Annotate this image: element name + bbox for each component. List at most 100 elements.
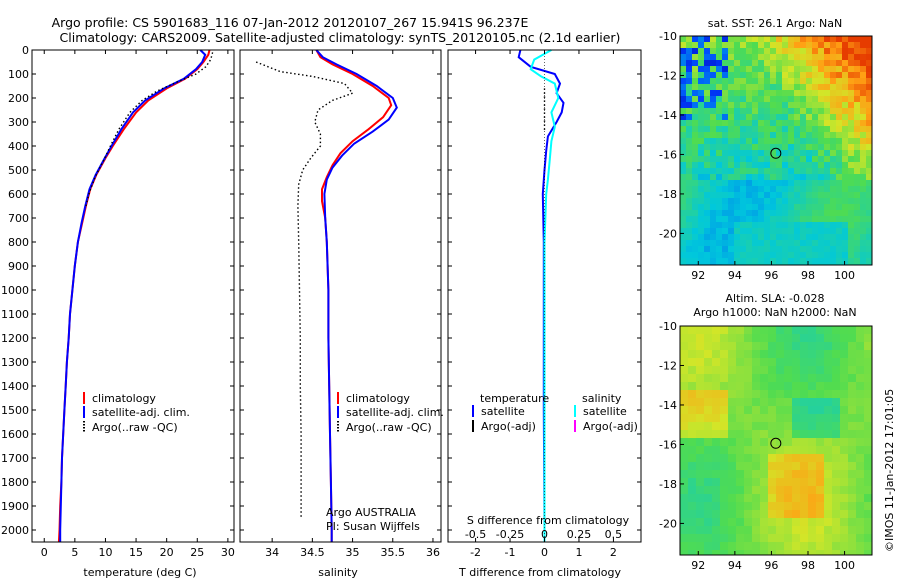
heatmap-cell <box>856 542 864 550</box>
heatmap-cell <box>866 114 872 120</box>
heatmap-cell <box>812 42 818 48</box>
heatmap-cell <box>734 210 740 216</box>
y-tick-label: 1000 <box>1 284 29 297</box>
map-y-tick-label: -18 <box>659 188 677 201</box>
heatmap-cell <box>832 358 840 366</box>
heatmap-cell <box>864 494 872 502</box>
heatmap-cell <box>842 126 848 132</box>
heatmap-cell <box>752 406 760 414</box>
heatmap-cell <box>704 414 712 422</box>
heatmap-cell <box>848 240 854 246</box>
heatmap-cell <box>784 550 792 555</box>
heatmap-cell <box>752 398 760 406</box>
heatmap-cell <box>740 186 746 192</box>
heatmap-cell <box>806 48 812 54</box>
heatmap-cell <box>686 252 692 258</box>
heatmap-cell <box>864 478 872 486</box>
heatmap-cell <box>712 390 720 398</box>
heatmap-cell <box>856 486 864 494</box>
heatmap-cell <box>768 342 776 350</box>
heatmap-cell <box>770 72 776 78</box>
heatmap-cell <box>728 454 736 462</box>
heatmap-cell <box>680 108 686 114</box>
heatmap-cell <box>808 462 816 470</box>
heatmap-cell <box>764 162 770 168</box>
heatmap-cell <box>818 204 824 210</box>
heatmap-cell <box>712 486 720 494</box>
heatmap-cell <box>800 494 808 502</box>
heatmap-cell <box>686 174 692 180</box>
heatmap-cell <box>806 246 812 252</box>
heatmap-cell <box>864 406 872 414</box>
heatmap-cell <box>854 234 860 240</box>
heatmap-cell <box>752 42 758 48</box>
heatmap-cell <box>782 120 788 126</box>
heatmap-cell <box>740 138 746 144</box>
heatmap-cell <box>866 36 872 42</box>
heatmap-cell <box>824 382 832 390</box>
heatmap-cell <box>840 390 848 398</box>
heatmap-cell <box>800 406 808 414</box>
x-tick-label: 34.5 <box>300 546 325 559</box>
y-tick-label: 1600 <box>1 428 29 441</box>
legend-label-satellite: satellite-adj. clim. <box>92 406 190 419</box>
heatmap-cell <box>704 518 712 526</box>
heatmap-cell <box>854 240 860 246</box>
heatmap-cell <box>824 174 830 180</box>
heatmap-cell <box>680 334 688 342</box>
heatmap-cell <box>704 502 712 510</box>
heatmap-cell <box>842 42 848 48</box>
heatmap-cell <box>800 162 806 168</box>
heatmap-cell <box>842 168 848 174</box>
heatmap-cell <box>776 42 782 48</box>
heatmap-cell <box>770 192 776 198</box>
heatmap-cell <box>736 334 744 342</box>
heatmap-cell <box>848 132 854 138</box>
heatmap-cell <box>704 534 712 542</box>
heatmap-cell <box>782 234 788 240</box>
heatmap-cell <box>760 422 768 430</box>
heatmap-cell <box>848 162 854 168</box>
heatmap-cell <box>818 102 824 108</box>
heatmap-cell <box>818 234 824 240</box>
heatmap-cell <box>728 54 734 60</box>
heatmap-cell <box>830 120 836 126</box>
heatmap-cell <box>752 526 760 534</box>
heatmap-cell <box>770 252 776 258</box>
heatmap-cell <box>854 114 860 120</box>
heatmap-cell <box>746 192 752 198</box>
heatmap-cell <box>818 240 824 246</box>
heatmap-cell <box>680 174 686 180</box>
heatmap-cell <box>770 66 776 72</box>
heatmap-cell <box>800 334 808 342</box>
heatmap-cell <box>704 234 710 240</box>
heatmap-cell <box>812 204 818 210</box>
heatmap-cell <box>770 90 776 96</box>
heatmap-cell <box>722 78 728 84</box>
heatmap-cell <box>792 486 800 494</box>
heatmap-cell <box>866 78 872 84</box>
heatmap-cell <box>770 174 776 180</box>
heatmap-cell <box>720 486 728 494</box>
heatmap-cell <box>680 422 688 430</box>
heatmap-cell <box>752 240 758 246</box>
heatmap-cell <box>830 108 836 114</box>
heatmap-cell <box>734 84 740 90</box>
heatmap-cell <box>830 42 836 48</box>
heatmap-cell <box>712 366 720 374</box>
heatmap-cell <box>758 66 764 72</box>
heatmap-cell <box>800 192 806 198</box>
s-tick-label: -0.5 <box>465 528 486 541</box>
heatmap-cell <box>770 186 776 192</box>
heatmap-cell <box>686 42 692 48</box>
heatmap-cell <box>764 84 770 90</box>
heatmap-cell <box>752 234 758 240</box>
heatmap-cell <box>704 138 710 144</box>
heatmap-cell <box>864 350 872 358</box>
heatmap-cell <box>720 406 728 414</box>
heatmap-cell <box>854 192 860 198</box>
heatmap-cell <box>720 542 728 550</box>
heatmap-cell <box>788 90 794 96</box>
map-y-tick-label: -10 <box>659 320 677 333</box>
heatmap-cell <box>692 36 698 42</box>
